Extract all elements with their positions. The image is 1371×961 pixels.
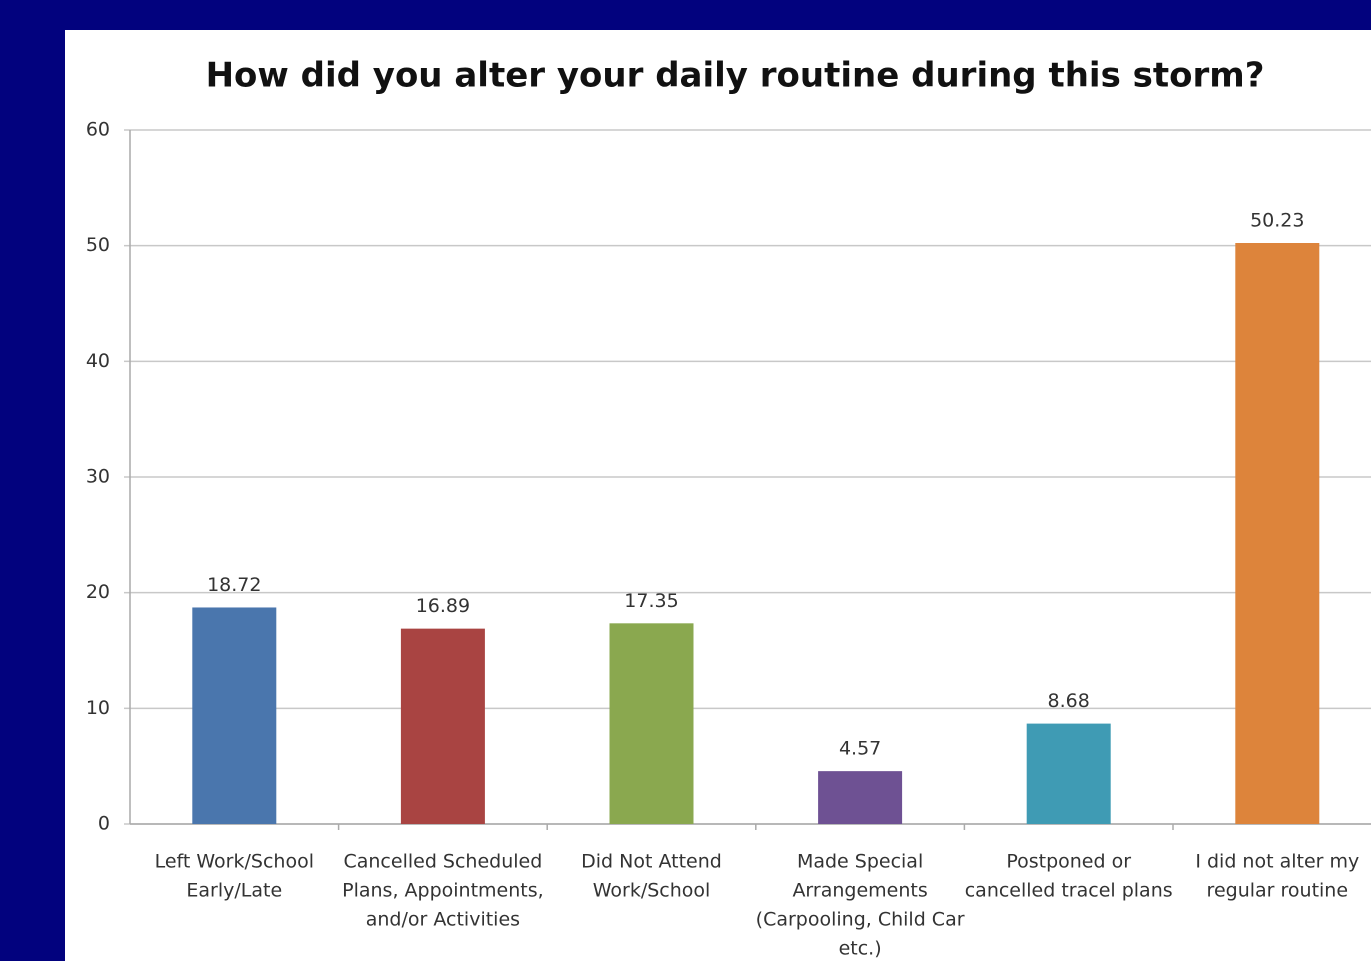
- x-tick-label: Postponed or: [1006, 851, 1131, 873]
- y-tick-label: 50: [86, 234, 110, 256]
- bar: [192, 607, 277, 824]
- data-label: 16.89: [416, 595, 470, 617]
- data-label: 18.72: [207, 574, 261, 596]
- y-tick-label: 30: [86, 466, 110, 488]
- x-tick-label: I did not alter my: [1195, 851, 1359, 873]
- data-label: 8.68: [1048, 690, 1090, 712]
- y-tick-label: 0: [98, 813, 110, 835]
- x-tick-label: Arrangements: [792, 880, 927, 902]
- y-tick-label: 40: [86, 350, 110, 372]
- data-label: 17.35: [624, 590, 678, 612]
- chart-panel: [65, 30, 1371, 961]
- data-label: 4.57: [839, 738, 881, 760]
- y-tick-label: 10: [86, 697, 110, 719]
- x-tick-label: etc.): [839, 938, 882, 960]
- x-tick-label: (Carpooling, Child Car: [756, 909, 965, 931]
- x-tick-label: Did Not Attend: [581, 851, 722, 873]
- x-tick-label: Plans, Appointments,: [342, 880, 544, 902]
- x-tick-label: and/or Activities: [366, 909, 520, 931]
- x-tick-label: Early/Late: [186, 880, 282, 902]
- bar: [818, 771, 903, 824]
- bar: [400, 628, 485, 824]
- x-tick-label: Left Work/School: [155, 851, 314, 873]
- x-tick-label: Cancelled Scheduled: [343, 851, 542, 873]
- y-tick-label: 60: [86, 119, 110, 141]
- x-tick-label: Made Special: [797, 851, 923, 873]
- x-tick-label: regular routine: [1207, 880, 1348, 902]
- data-label: 50.23: [1250, 210, 1304, 232]
- bar: [609, 623, 694, 824]
- y-tick-label: 20: [86, 581, 110, 603]
- x-tick-label: Work/School: [593, 880, 711, 902]
- x-tick-label: cancelled tracel plans: [965, 880, 1173, 902]
- chart-title: How did you alter your daily routine dur…: [206, 56, 1265, 96]
- bar: [1026, 723, 1111, 824]
- bar: [1235, 243, 1320, 824]
